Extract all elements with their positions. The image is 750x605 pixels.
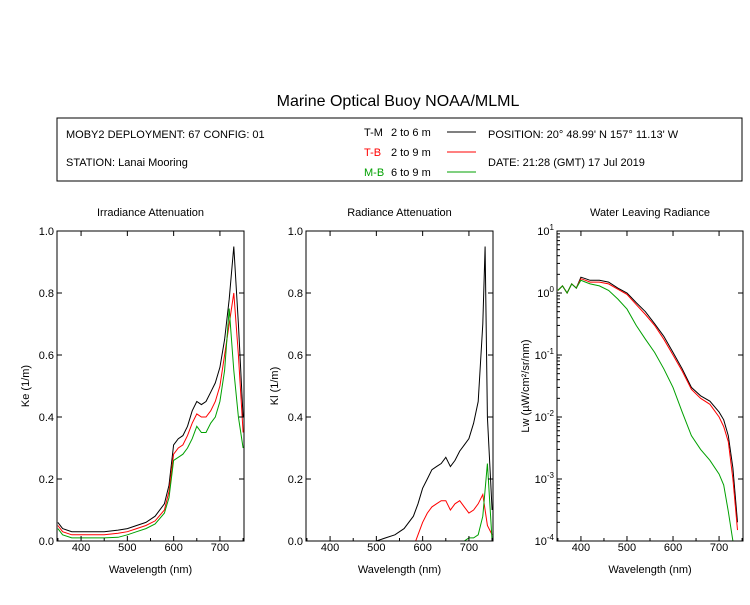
charts: Irradiance Attenuation 400 500 600 700 0.0 0.2… bbox=[20, 207, 744, 576]
info-box-border bbox=[56, 117, 743, 182]
x-tick-label: 600 bbox=[413, 542, 431, 554]
y-tick-label: 0.4 bbox=[39, 412, 54, 424]
plot-frame bbox=[305, 230, 494, 542]
series-line-t-b bbox=[57, 292, 244, 536]
y-tick-label: 101 bbox=[537, 223, 554, 238]
y-tick-label: 0.6 bbox=[288, 350, 303, 362]
legend-key-m-b: M-B bbox=[364, 167, 384, 179]
y-tick-label: 0.6 bbox=[39, 350, 54, 362]
x-tick-label: 700 bbox=[211, 542, 229, 554]
x-tick-label: 700 bbox=[460, 542, 478, 554]
series-line-m-b bbox=[464, 463, 493, 541]
y-tick-label: 0.8 bbox=[288, 288, 303, 300]
chart-water-leaving: Water Leaving Radiance 400 500 600 700 10-4 10… bbox=[520, 207, 744, 576]
y-tick-label: 10-1 bbox=[535, 347, 555, 362]
figure-title: Marine Optical Buoy NOAA/MLML bbox=[277, 93, 520, 110]
plot-frame bbox=[556, 230, 744, 542]
x-tick-label: 500 bbox=[618, 542, 636, 554]
x-tick-label: 700 bbox=[710, 542, 728, 554]
chart-irradiance: Irradiance Attenuation 400 500 600 700 0.0 0.2… bbox=[20, 207, 245, 576]
chart-title: Irradiance Attenuation bbox=[97, 207, 204, 219]
x-axis-label: Wavelength (nm) bbox=[608, 564, 691, 576]
x-tick-label: 600 bbox=[664, 542, 682, 554]
station-text: STATION: Lanai Mooring bbox=[66, 157, 188, 169]
legend-key-t-b: T-B bbox=[364, 147, 381, 159]
legend-text-t-b: 2 to 9 m bbox=[391, 147, 431, 159]
date-text: DATE: 21:28 (GMT) 17 Jul 2019 bbox=[488, 157, 645, 169]
chart-title: Water Leaving Radiance bbox=[590, 207, 710, 219]
y-axis-label: Lw (µW/cm²/sr/nm) bbox=[520, 339, 532, 432]
legend-key-t-m: T-M bbox=[364, 127, 383, 139]
y-tick-label: 10-4 bbox=[535, 533, 555, 548]
x-axis-label: Wavelength (nm) bbox=[109, 564, 192, 576]
y-tick-label: 0.4 bbox=[288, 412, 303, 424]
y-tick-label: 1.0 bbox=[288, 226, 303, 238]
position-text: POSITION: 20° 48.99' N 157° 11.13' W bbox=[488, 129, 679, 141]
y-tick-label: 0.2 bbox=[39, 474, 54, 486]
y-tick-label: 0.8 bbox=[39, 288, 54, 300]
y-tick-label: 0.0 bbox=[288, 536, 303, 548]
legend-text-t-m: 2 to 6 m bbox=[391, 127, 431, 139]
chart-title: Radiance Attenuation bbox=[347, 207, 452, 219]
x-tick-label: 400 bbox=[321, 542, 339, 554]
series-line-t-b bbox=[415, 492, 493, 541]
series-line-t-m bbox=[57, 246, 244, 533]
plot-frame bbox=[56, 230, 245, 542]
y-tick-label: 0.0 bbox=[39, 536, 54, 548]
x-tick-label: 600 bbox=[164, 542, 182, 554]
x-tick-label: 500 bbox=[367, 542, 385, 554]
y-tick-label: 1.0 bbox=[39, 226, 54, 238]
x-axis-label: Wavelength (nm) bbox=[358, 564, 441, 576]
y-axis-label: Ke (1/m) bbox=[20, 365, 32, 407]
x-tick-label: 400 bbox=[72, 542, 90, 554]
y-axis-label: Kl (1/m) bbox=[269, 367, 281, 406]
chart-radiance: Radiance Attenuation 400 500 600 700 0.0 0.2 0.… bbox=[269, 207, 494, 576]
legend-text-m-b: 6 to 9 m bbox=[391, 167, 431, 179]
y-tick-label: 10-3 bbox=[535, 471, 555, 486]
legend: T-M 2 to 6 m T-B 2 to 9 m M-B 6 to 9 m bbox=[364, 127, 476, 179]
series-line-t-b bbox=[557, 278, 738, 531]
series-line-t-m bbox=[376, 246, 493, 541]
series-line-m-b bbox=[557, 279, 734, 541]
x-tick-label: 400 bbox=[572, 542, 590, 554]
y-tick-label: 10-2 bbox=[535, 409, 555, 424]
series-line-m-b bbox=[57, 308, 244, 539]
y-tick-label: 0.2 bbox=[288, 474, 303, 486]
info-box: MOBY2 DEPLOYMENT: 67 CONFIG: 01 STATION:… bbox=[56, 117, 743, 182]
deployment-text: MOBY2 DEPLOYMENT: 67 CONFIG: 01 bbox=[66, 129, 265, 141]
y-tick-label: 100 bbox=[537, 285, 554, 300]
series-line-t-m bbox=[557, 276, 738, 523]
x-tick-label: 500 bbox=[118, 542, 136, 554]
